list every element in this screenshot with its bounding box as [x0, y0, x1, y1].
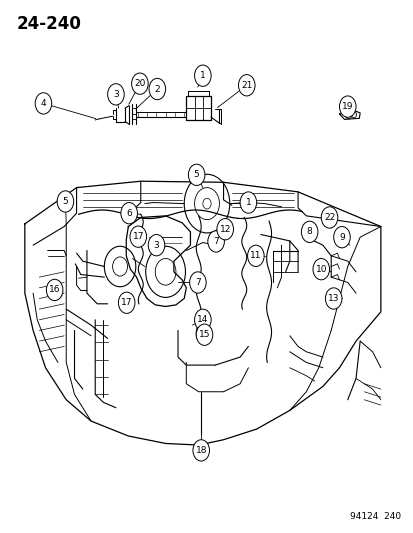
Text: 12: 12	[219, 225, 230, 233]
Circle shape	[131, 73, 148, 94]
Circle shape	[196, 324, 212, 345]
Circle shape	[320, 207, 337, 228]
Text: 9: 9	[338, 233, 344, 241]
Text: 7: 7	[213, 237, 218, 246]
Text: 19: 19	[341, 102, 353, 111]
Text: 1: 1	[199, 71, 205, 80]
Text: 1: 1	[245, 198, 251, 207]
Text: 3: 3	[113, 90, 119, 99]
Circle shape	[118, 292, 135, 313]
Text: 4: 4	[40, 99, 46, 108]
Circle shape	[188, 164, 204, 185]
Circle shape	[192, 440, 209, 461]
Circle shape	[194, 65, 211, 86]
Text: 10: 10	[315, 265, 326, 273]
Text: 5: 5	[193, 171, 199, 179]
Circle shape	[121, 203, 137, 224]
Text: 17: 17	[132, 232, 144, 241]
Text: 11: 11	[249, 252, 261, 260]
Text: 2: 2	[154, 85, 160, 93]
Circle shape	[46, 279, 63, 301]
Circle shape	[130, 226, 146, 247]
Circle shape	[312, 259, 329, 280]
Circle shape	[149, 78, 165, 100]
Circle shape	[339, 96, 355, 117]
Circle shape	[148, 235, 164, 256]
Text: 94124  240: 94124 240	[350, 512, 401, 521]
Text: 16: 16	[49, 286, 60, 294]
Circle shape	[189, 272, 206, 293]
Text: 22: 22	[323, 213, 335, 222]
Text: 13: 13	[327, 294, 339, 303]
Text: 20: 20	[134, 79, 145, 88]
Circle shape	[238, 75, 254, 96]
Text: 3: 3	[153, 241, 159, 249]
Circle shape	[301, 221, 317, 243]
Circle shape	[333, 227, 349, 248]
Circle shape	[325, 288, 341, 309]
Text: 5: 5	[62, 197, 68, 206]
Text: 6: 6	[126, 209, 132, 217]
Text: 14: 14	[197, 316, 208, 324]
Circle shape	[57, 191, 74, 212]
Text: 17: 17	[121, 298, 132, 307]
Circle shape	[107, 84, 124, 105]
Circle shape	[207, 231, 224, 252]
Text: 24-240: 24-240	[17, 15, 81, 33]
Circle shape	[216, 219, 233, 240]
Circle shape	[35, 93, 52, 114]
Text: 8: 8	[306, 228, 312, 236]
Circle shape	[240, 192, 256, 213]
Circle shape	[247, 245, 263, 266]
Text: 18: 18	[195, 446, 206, 455]
Text: 7: 7	[195, 278, 200, 287]
Circle shape	[194, 309, 211, 330]
Text: 21: 21	[240, 81, 252, 90]
Text: 15: 15	[198, 330, 210, 339]
